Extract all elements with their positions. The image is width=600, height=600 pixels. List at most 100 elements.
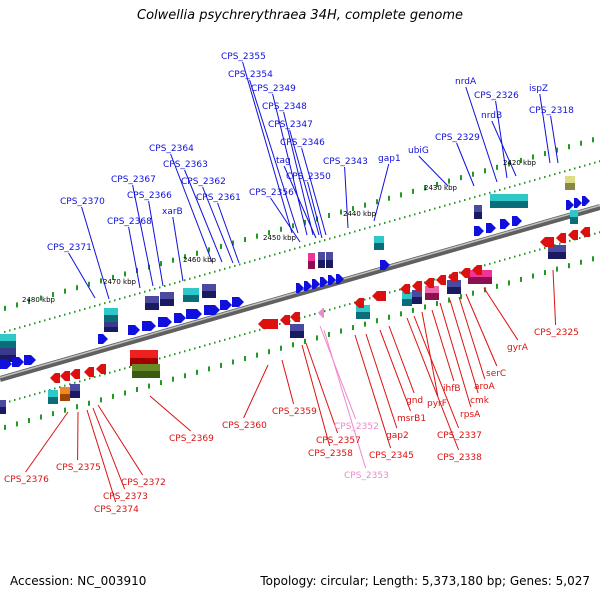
feature-box [308,253,315,261]
label-leader-line [202,186,234,264]
tick-mark [419,211,421,214]
tick-mark [280,226,282,232]
tick-mark [444,204,446,207]
forward-gene-arrow [220,300,232,310]
gene-arrows-layer [0,196,590,383]
genome-info-text: Topology: circular; Length: 5,373,180 bp… [260,574,590,588]
tick-mark [109,371,111,374]
tick-mark [54,316,56,319]
tick-mark [64,407,66,413]
tick-mark [174,353,176,356]
tick-mark [532,273,534,279]
gene-label-gap1: gap1 [378,154,401,164]
tick-mark [329,308,331,311]
feature-box [145,296,159,303]
tick-mark [580,140,582,146]
tick-mark [484,193,486,196]
tick-mark [564,170,566,173]
tick-mark [184,350,186,353]
feature-box [326,260,333,268]
feature-box [474,205,482,212]
gene-label-serc: serC [486,369,506,379]
tick-mark [499,188,501,191]
label-leader-line [148,200,164,287]
feature-box [48,390,58,397]
kbp-label: 2480 kbp [22,296,56,304]
tick-mark [52,292,54,298]
tick-mark [376,199,378,205]
tick-mark [40,414,42,420]
reverse-gene-arrow [460,268,470,278]
tick-mark [400,311,402,317]
gene-label-pyrf: pyrF [427,399,447,409]
feature-boxes-layer [0,176,578,414]
tick-mark [580,259,582,265]
tick-mark [579,166,581,169]
tick-mark [208,366,210,372]
forward-gene-arrow [474,226,484,236]
tick-mark [349,302,351,305]
feature-box [290,331,304,338]
tick-mark [519,254,521,257]
tick-mark [229,266,231,269]
tick-mark [29,323,31,326]
reverse-gene-arrow [372,291,386,301]
tick-mark [209,272,211,275]
tick-mark [99,303,101,306]
tick-mark [374,224,376,227]
tick-mark [314,241,316,244]
gene-label-cps-2375: CPS_2375 [56,463,101,473]
feature-box [318,252,325,260]
label-leader-line [25,411,69,473]
label-lines-layer [25,61,559,503]
tick-mark [592,256,594,262]
gene-label-cps-2373: CPS_2373 [103,492,148,502]
gene-label-cps-2347: CPS_2347 [268,120,313,130]
tick-mark [214,341,216,344]
tick-mark [189,277,191,280]
gene-label-cps-2362: CPS_2362 [181,177,226,187]
gene-label-gyra: gyrA [507,343,529,353]
feature-box [0,334,16,341]
gene-label-cps-2346: CPS_2346 [280,138,325,148]
label-leader-line [373,163,390,222]
label-leader-line [97,404,144,476]
gene-label-cps-2376: CPS_2376 [4,475,49,485]
label-leader-line [449,299,479,394]
tick-mark [340,209,342,215]
feature-box [132,364,160,371]
tick-mark [584,164,586,167]
tick-mark [379,223,381,226]
tick-mark [334,307,336,310]
tick-mark [556,266,558,272]
accession-text: Accession: NC_003910 [10,574,147,588]
tick-mark [99,374,101,377]
reverse-gene-arrow [258,319,278,329]
feature-box [474,212,482,219]
tick-mark [589,163,591,166]
gene-label-cps-2354: CPS_2354 [228,70,273,80]
feature-box [0,407,6,414]
tick-mark [94,305,96,308]
tick-mark [19,397,21,400]
tick-mark [268,349,270,355]
gene-label-cps-2338: CPS_2338 [437,453,482,463]
label-leader-line [132,184,154,287]
tick-mark [249,260,251,263]
label-leader-line [431,309,455,382]
tick-mark [339,305,341,308]
tick-mark [474,196,476,199]
gene-label-gap2: gap2 [386,431,409,441]
tick-mark [484,168,486,174]
tick-mark [74,381,76,384]
tick-mark [389,291,391,294]
reverse-gene-arrow [568,230,578,240]
tick-mark [316,335,318,341]
label-leader-line [283,165,317,239]
tick-mark [49,317,51,320]
tick-mark [464,198,466,201]
forward-gene-arrow [380,260,390,270]
tick-mark [494,261,496,264]
forward-gene-arrow [500,219,510,229]
tick-mark [24,325,26,328]
